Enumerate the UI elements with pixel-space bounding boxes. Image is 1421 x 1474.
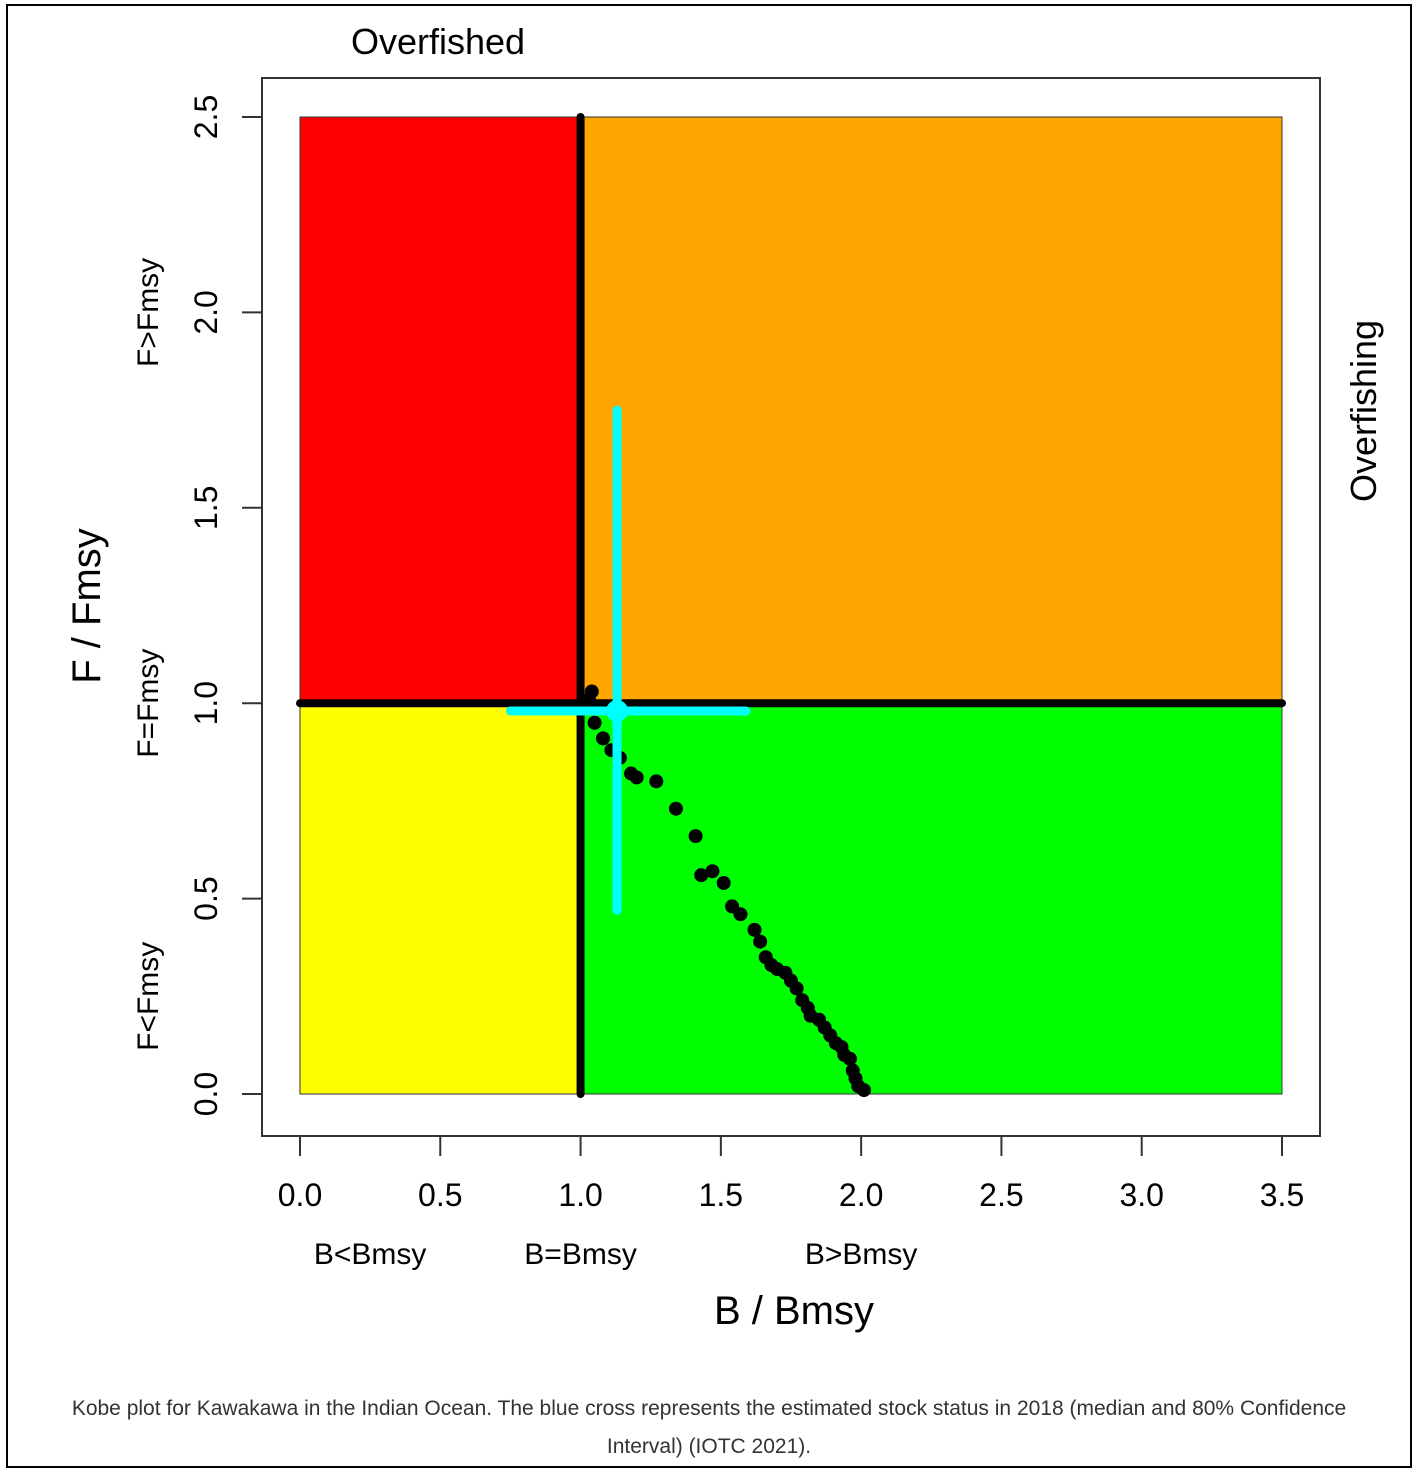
x-region-label: B=Bmsy — [524, 1238, 637, 1271]
trajectory-point — [845, 1063, 860, 1078]
quadrant-regions — [299, 116, 1283, 1095]
x-tick-label: 3.0 — [1119, 1177, 1163, 1213]
y-tick-label: 0.5 — [188, 876, 224, 920]
trajectory-point — [596, 731, 611, 746]
y-tick-label: 2.5 — [188, 95, 224, 139]
trajectory-point — [688, 829, 703, 844]
y-region-label: F>Fmsy — [132, 258, 165, 367]
x-tick-label: 2.5 — [979, 1177, 1023, 1213]
y-tick-label: 0.0 — [188, 1072, 224, 1116]
trajectory-point — [694, 868, 709, 883]
trajectory-point — [725, 899, 740, 914]
x-region-label: B>Bmsy — [805, 1238, 918, 1271]
x-tick-label: 1.0 — [558, 1177, 602, 1213]
estimate-cross-2018 — [505, 405, 751, 915]
quadrant-healthy — [580, 702, 1283, 1095]
quadrant-overfished — [299, 702, 582, 1095]
trajectory-point — [705, 864, 720, 879]
figure-caption: Kobe plot for Kawakawa in the Indian Oce… — [71, 1397, 1347, 1458]
trajectory-point — [716, 875, 731, 890]
trajectory-point — [795, 993, 810, 1008]
x-region-labels: B<Bmsy B=Bmsy B>Bmsy — [314, 1238, 918, 1271]
x-tick-label: 1.5 — [699, 1177, 743, 1213]
x-tick-label: 0.5 — [418, 1177, 462, 1213]
stock-trajectory — [581, 684, 871, 1098]
trajectory-point — [758, 950, 773, 965]
trajectory-point — [668, 801, 683, 816]
y-region-label: F<Fmsy — [132, 942, 165, 1051]
quadrant-overfishing — [580, 116, 1283, 704]
chart-title: Overfished — [351, 21, 525, 62]
x-region-label: B<Bmsy — [314, 1238, 427, 1271]
trajectory-point — [649, 774, 664, 789]
trajectory-point — [747, 922, 762, 937]
y-region-labels: F<Fmsy F=Fmsy F>Fmsy — [132, 258, 165, 1051]
trajectory-point — [624, 766, 639, 781]
y-tick-label: 1.5 — [188, 486, 224, 530]
figure-frame: 0.0 0.5 1.0 1.5 2.0 2.5 3.0 3.5 0.0 0.5 1.0 1.5 2.0… — [6, 4, 1412, 1468]
trajectory-point — [753, 934, 768, 949]
reference-lines — [296, 113, 1286, 1098]
y-axis-title: F / Fmsy — [65, 528, 109, 684]
y-tick-label: 2.0 — [188, 290, 224, 334]
x-tick-label: 3.5 — [1260, 1177, 1304, 1213]
y-axis: 0.0 0.5 1.0 1.5 2.0 2.5 — [188, 95, 263, 1116]
right-title: Overfishing — [1343, 320, 1384, 502]
trajectory-point — [584, 684, 599, 699]
y-tick-label: 1.0 — [188, 681, 224, 725]
x-tick-label: 2.0 — [839, 1177, 883, 1213]
x-axis-title: B / Bmsy — [714, 1289, 874, 1333]
x-axis: 0.0 0.5 1.0 1.5 2.0 2.5 3.0 3.5 — [278, 1135, 1304, 1213]
estimate-median-point — [606, 700, 629, 723]
quadrant-overfished-and-overfishing — [299, 116, 582, 704]
trajectory-point — [587, 715, 602, 730]
x-tick-label: 0.0 — [278, 1177, 322, 1213]
kobe-plot: 0.0 0.5 1.0 1.5 2.0 2.5 3.0 3.5 0.0 0.5 1.0 1.5 2.0… — [65, 21, 1384, 1333]
y-region-label: F=Fmsy — [132, 649, 165, 758]
